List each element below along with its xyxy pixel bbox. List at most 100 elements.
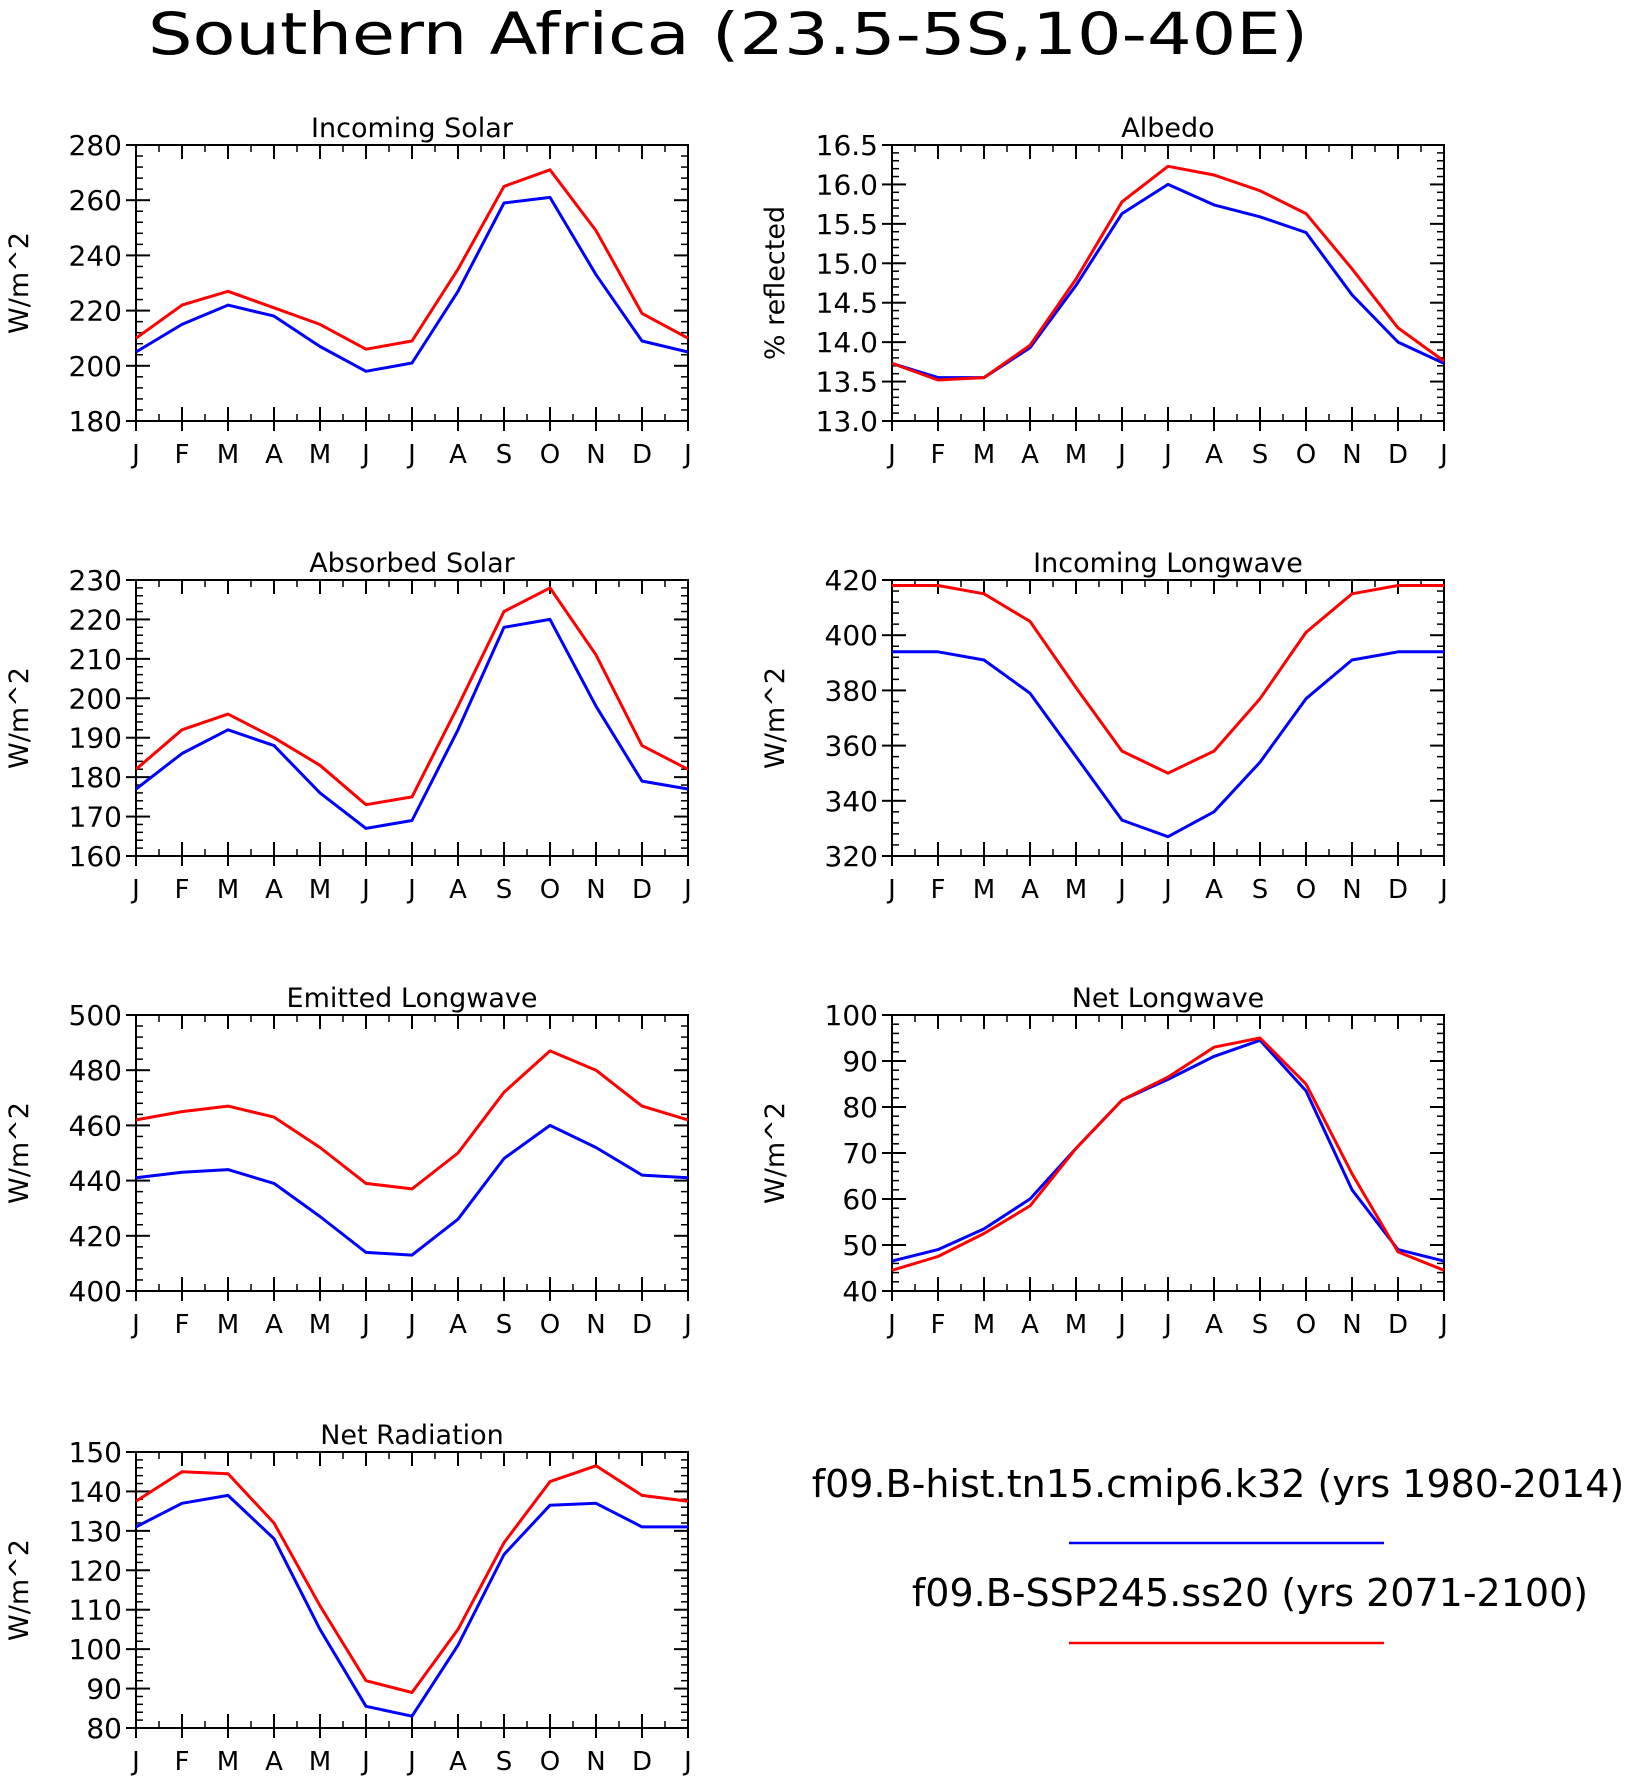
y-axis-label: W/m^2	[4, 232, 35, 334]
y-tick-label: 170	[69, 801, 122, 834]
x-tick-label: M	[1065, 1310, 1087, 1340]
x-tick-label: A	[449, 440, 467, 470]
x-tick-label: O	[540, 875, 560, 905]
x-tick-label: J	[1116, 875, 1126, 905]
y-tick-label: 420	[825, 564, 878, 597]
x-tick-label: A	[265, 1747, 283, 1777]
y-axis-label: W/m^2	[4, 1102, 35, 1204]
chart-title: Albedo	[1121, 113, 1214, 144]
series-line-hist	[135, 1123, 689, 1257]
x-tick-label: S	[496, 1747, 513, 1777]
x-tick-label: F	[175, 440, 190, 470]
y-tick-label: 60	[842, 1183, 878, 1216]
y-tick-label: 13.0	[816, 405, 878, 438]
x-tick-label: S	[1252, 1310, 1269, 1340]
y-tick-label: 140	[69, 1475, 122, 1508]
x-tick-label: M	[217, 1747, 239, 1777]
x-tick-label: A	[449, 1310, 467, 1340]
x-tick-label: F	[931, 440, 946, 470]
x-tick-label: D	[632, 875, 652, 905]
x-tick-label: M	[973, 440, 995, 470]
x-tick-label: S	[496, 1310, 513, 1340]
y-tick-label: 220	[69, 295, 122, 328]
x-tick-label: J	[682, 875, 692, 905]
series-line-hist	[135, 195, 689, 373]
x-tick-label: J	[1438, 875, 1448, 905]
y-tick-label: 210	[69, 643, 122, 676]
x-tick-label: F	[931, 1310, 946, 1340]
x-tick-label: D	[1388, 1310, 1408, 1340]
series-line-hist	[892, 650, 1444, 839]
x-tick-label: O	[540, 440, 560, 470]
chart-title: Incoming Solar	[311, 113, 514, 144]
x-tick-label: J	[406, 875, 416, 905]
y-tick-label: 70	[842, 1137, 878, 1170]
y-tick-label: 13.5	[816, 366, 878, 399]
chart-title: Absorbed Solar	[309, 548, 515, 579]
x-tick-label: J	[1438, 440, 1448, 470]
y-tick-label: 110	[69, 1594, 122, 1627]
x-tick-label: D	[632, 1310, 652, 1340]
x-tick-label: S	[1252, 440, 1269, 470]
y-tick-label: 14.5	[816, 287, 878, 320]
y-tick-label: 14.0	[816, 326, 878, 359]
series-line-hist	[135, 617, 689, 830]
x-tick-label: M	[309, 1747, 331, 1777]
x-tick-label: D	[1388, 875, 1408, 905]
y-axis-label: W/m^2	[760, 1102, 791, 1204]
x-tick-label: M	[217, 1310, 239, 1340]
legend-label: f09.B-SSP245.ss20 (yrs 2071-2100)	[912, 1571, 1588, 1615]
x-tick-label: M	[217, 440, 239, 470]
x-tick-label: J	[886, 440, 896, 470]
x-tick-label: N	[1342, 440, 1361, 470]
y-tick-label: 15.5	[816, 208, 878, 241]
x-tick-label: J	[360, 1310, 370, 1340]
x-tick-label: N	[1342, 1310, 1361, 1340]
y-tick-label: 80	[86, 1712, 122, 1745]
series-line-ssp245	[135, 1464, 689, 1694]
y-tick-label: 16.5	[816, 129, 878, 162]
x-tick-label: M	[217, 875, 239, 905]
x-tick-label: N	[586, 1747, 605, 1777]
legend: f09.B-hist.tn15.cmip6.k32 (yrs 1980-2014…	[812, 1462, 1624, 1645]
y-axis-label: W/m^2	[4, 667, 35, 769]
y-tick-label: 100	[825, 999, 878, 1032]
x-tick-label: M	[1065, 875, 1087, 905]
x-tick-label: J	[886, 1310, 896, 1340]
x-tick-label: J	[1162, 1310, 1172, 1340]
x-tick-label: J	[360, 1747, 370, 1777]
x-tick-label: F	[931, 875, 946, 905]
x-tick-label: N	[586, 1310, 605, 1340]
x-tick-label: A	[1205, 440, 1223, 470]
x-tick-label: F	[175, 875, 190, 905]
x-tick-label: J	[1116, 440, 1126, 470]
x-tick-label: A	[265, 875, 283, 905]
x-tick-label: O	[540, 1310, 560, 1340]
y-tick-label: 340	[825, 785, 878, 818]
x-tick-label: J	[1162, 440, 1172, 470]
y-tick-label: 230	[69, 564, 122, 597]
x-tick-label: S	[496, 440, 513, 470]
y-tick-label: 100	[69, 1633, 122, 1666]
x-tick-label: J	[1116, 1310, 1126, 1340]
x-tick-label: O	[1296, 440, 1316, 470]
y-tick-label: 280	[69, 129, 122, 162]
x-tick-label: M	[309, 875, 331, 905]
x-tick-label: J	[360, 875, 370, 905]
x-tick-label: A	[449, 875, 467, 905]
series-line-ssp245	[135, 586, 689, 807]
y-tick-label: 240	[69, 239, 122, 272]
x-tick-label: J	[682, 440, 692, 470]
x-tick-label: S	[1252, 875, 1269, 905]
y-tick-label: 360	[825, 730, 878, 763]
chart-title: Net Longwave	[1072, 983, 1265, 1014]
y-tick-label: 90	[86, 1673, 122, 1706]
y-tick-label: 80	[842, 1091, 878, 1124]
y-axis-label: W/m^2	[4, 1539, 35, 1641]
x-tick-label: A	[1021, 440, 1039, 470]
series-line-ssp245	[135, 1049, 689, 1191]
